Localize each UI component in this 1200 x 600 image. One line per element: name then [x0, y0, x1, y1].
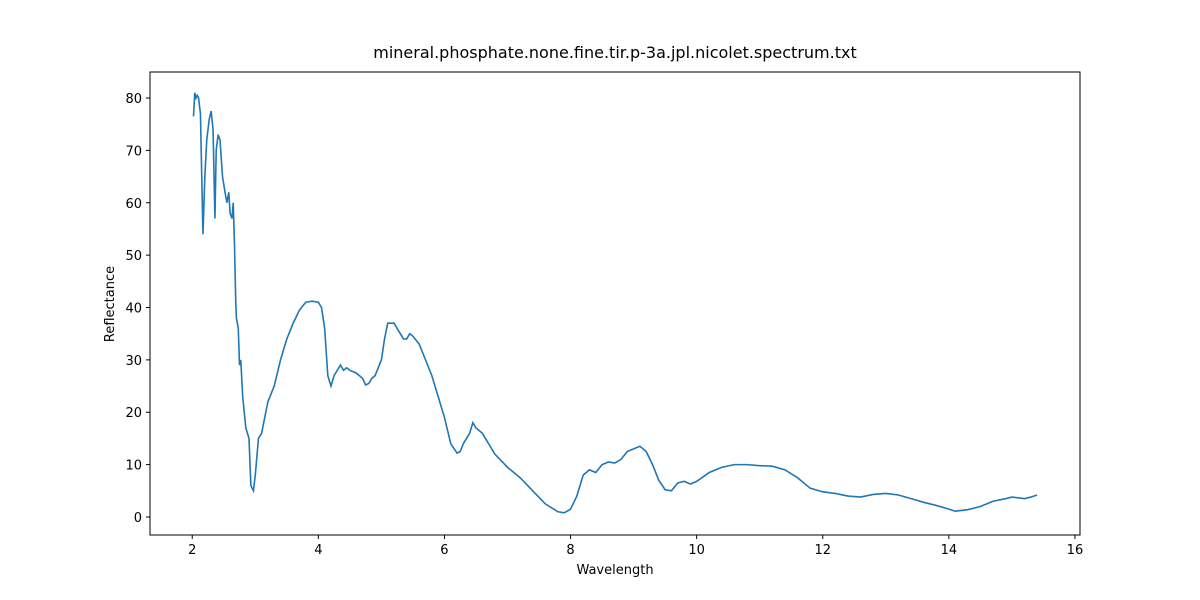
plot-frame [149, 71, 1081, 536]
y-tick-label: 80 [125, 92, 142, 107]
y-tick-label: 20 [125, 406, 142, 421]
x-tick-label: 10 [688, 543, 705, 558]
x-tick-label: 14 [941, 543, 958, 558]
x-tick-label: 6 [440, 543, 448, 558]
x-tick-label: 8 [566, 543, 574, 558]
y-tick-label: 70 [125, 144, 142, 159]
y-tick-label: 30 [125, 354, 142, 369]
y-tick-label: 60 [125, 197, 142, 212]
line-series [192, 92, 1038, 514]
y-tick-label: 0 [134, 511, 142, 526]
x-tick-label: 12 [814, 543, 831, 558]
x-tick-label: 4 [314, 543, 322, 558]
x-tick-label: 16 [1067, 543, 1084, 558]
x-tick-label: 2 [188, 543, 196, 558]
y-tick-label: 40 [125, 302, 142, 317]
chart-title: mineral.phosphate.none.fine.tir.p-3a.jpl… [373, 43, 856, 62]
y-axis-label: Reflectance [103, 266, 118, 342]
y-tick-label: 50 [125, 249, 142, 264]
y-tick-label: 10 [125, 459, 142, 474]
x-axis-label: Wavelength [576, 563, 653, 578]
